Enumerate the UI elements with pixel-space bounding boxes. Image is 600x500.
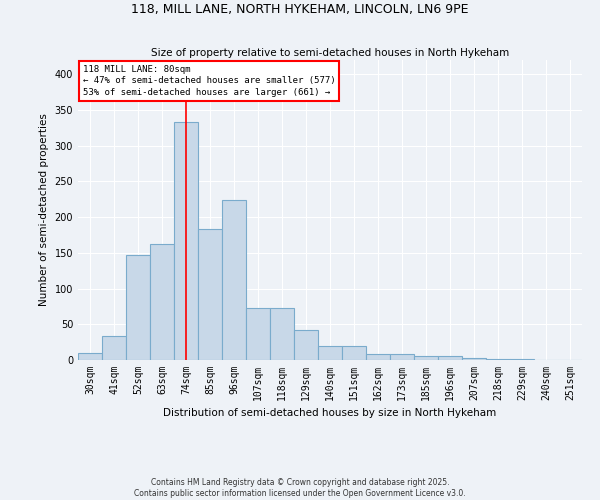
Bar xyxy=(414,356,438,360)
Text: Contains HM Land Registry data © Crown copyright and database right 2025.
Contai: Contains HM Land Registry data © Crown c… xyxy=(134,478,466,498)
Bar xyxy=(102,336,126,360)
Y-axis label: Number of semi-detached properties: Number of semi-detached properties xyxy=(39,114,49,306)
Bar xyxy=(174,122,198,360)
X-axis label: Distribution of semi-detached houses by size in North Hykeham: Distribution of semi-detached houses by … xyxy=(163,408,497,418)
Bar xyxy=(438,356,462,360)
Bar xyxy=(342,346,366,360)
Bar xyxy=(198,228,222,360)
Bar xyxy=(126,255,150,360)
Bar xyxy=(150,244,174,360)
Bar xyxy=(462,358,486,360)
Bar xyxy=(366,354,390,360)
Bar xyxy=(78,353,102,360)
Bar xyxy=(222,200,246,360)
Bar xyxy=(318,346,342,360)
Bar xyxy=(246,308,270,360)
Title: Size of property relative to semi-detached houses in North Hykeham: Size of property relative to semi-detach… xyxy=(151,48,509,58)
Text: 118, MILL LANE, NORTH HYKEHAM, LINCOLN, LN6 9PE: 118, MILL LANE, NORTH HYKEHAM, LINCOLN, … xyxy=(131,2,469,16)
Bar xyxy=(270,308,294,360)
Bar xyxy=(390,354,414,360)
Text: 118 MILL LANE: 80sqm
← 47% of semi-detached houses are smaller (577)
53% of semi: 118 MILL LANE: 80sqm ← 47% of semi-detac… xyxy=(83,64,335,97)
Bar xyxy=(294,330,318,360)
